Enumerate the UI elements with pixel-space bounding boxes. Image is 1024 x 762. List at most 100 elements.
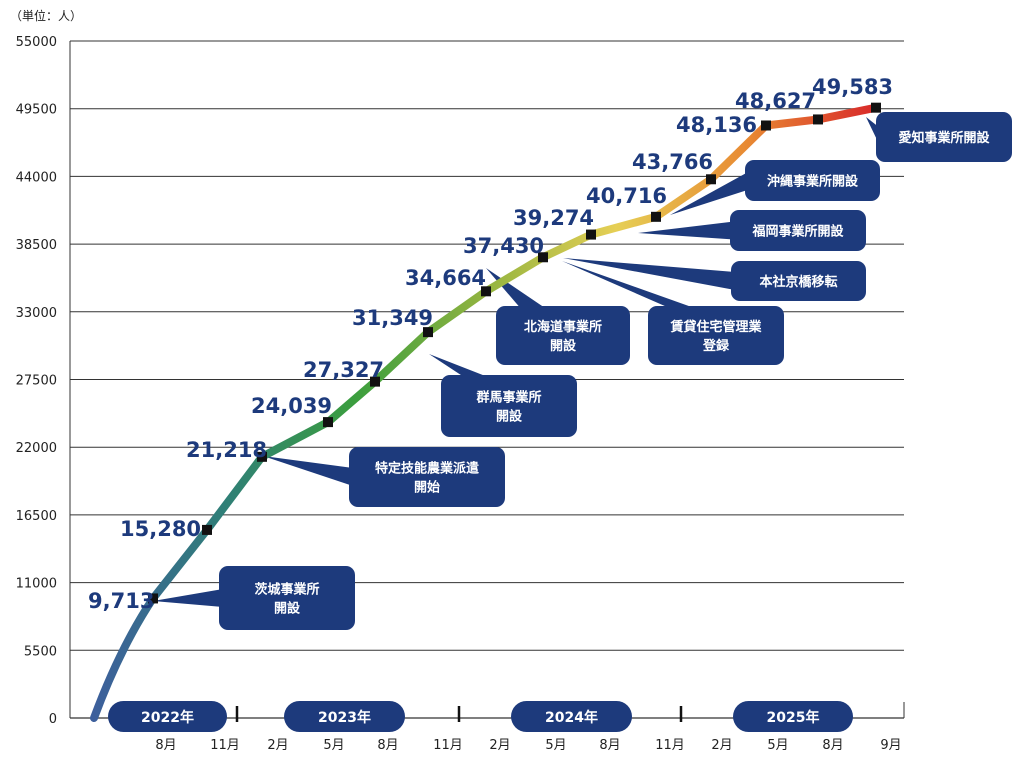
data-label: 27,327: [303, 358, 384, 382]
callout-pointer: [263, 456, 353, 486]
callout-pointer: [670, 171, 749, 215]
y-tick-label: 49500: [16, 103, 57, 118]
callout-box: [745, 160, 880, 201]
data-label: 24,039: [251, 394, 332, 418]
year-pill: [733, 701, 853, 732]
year-label: 2023年: [318, 709, 371, 726]
y-tick-label: 11000: [16, 577, 57, 592]
data-label: 40,716: [586, 184, 667, 208]
x-tick-label: 2月: [267, 738, 288, 753]
data-point-marker: [586, 229, 596, 240]
callout-pointer: [563, 258, 735, 290]
x-tick-label: 5月: [323, 738, 344, 753]
callout-text: 福岡事業所開設: [751, 224, 844, 240]
callout-text: 群馬事業所: [476, 390, 541, 406]
x-tick-label: 8月: [377, 738, 398, 753]
callout-text: 開設: [496, 409, 523, 425]
callout-text: 登録: [702, 338, 730, 354]
year-label: 2022年: [141, 709, 194, 726]
y-tick-label: 0: [49, 712, 57, 727]
y-tick-label: 22000: [16, 441, 57, 456]
x-tick-label: 5月: [545, 738, 566, 753]
data-label: 39,274: [513, 206, 594, 230]
data-point-marker: [323, 417, 333, 428]
x-tick-label: 11月: [210, 738, 240, 753]
y-tick-label: 27500: [16, 374, 57, 389]
data-point-marker: [813, 114, 823, 125]
x-tick-label: 8月: [155, 738, 176, 753]
callout-text: 本社京橋移転: [759, 274, 837, 290]
callout-text: 愛知事業所開設: [898, 130, 990, 146]
x-tick-label: 8月: [822, 738, 843, 753]
y-tick-label: 44000: [16, 170, 57, 185]
callout-pointer: [429, 354, 493, 379]
data-label: 31,349: [352, 306, 433, 330]
callout-text: 賃貸住宅管理業: [669, 319, 762, 335]
data-point-marker: [706, 174, 716, 185]
callout: 本社京橋移転: [563, 258, 866, 301]
callout-box: [876, 112, 1012, 162]
data-point-marker: [871, 102, 881, 113]
year-label: 2024年: [545, 709, 598, 726]
callout-box: [496, 306, 630, 365]
y-tick-label: 5500: [24, 644, 57, 659]
callout-text: 北海道事業所: [524, 319, 602, 335]
data-label: 49,583: [812, 75, 893, 99]
callout-text: 開設: [274, 601, 301, 617]
callout-box: [349, 447, 505, 507]
callout-text: 茨城事業所: [254, 582, 319, 598]
data-label: 37,430: [463, 234, 544, 258]
data-point-marker: [202, 524, 212, 535]
callout-box: [219, 566, 355, 630]
callout-text: 開設: [550, 338, 577, 354]
y-tick-label: 55000: [16, 35, 57, 50]
data-point-marker: [148, 593, 158, 604]
callout-text: 特定技能農業派遣: [375, 461, 479, 477]
callout: 愛知事業所開設: [866, 112, 1012, 162]
callout-pointer: [638, 221, 734, 240]
callout-pointer: [562, 261, 700, 310]
callout: 福岡事業所開設: [638, 210, 866, 251]
callout-pointer: [153, 589, 223, 607]
callout-box: [731, 261, 866, 301]
x-tick-label: 11月: [433, 738, 463, 753]
y-tick-label: 38500: [16, 238, 57, 253]
callout: 沖縄事業所開設: [670, 160, 880, 215]
y-tick-label: 16500: [16, 509, 57, 524]
y-tick-label: 33000: [16, 306, 57, 321]
data-label: 21,218: [186, 438, 267, 462]
x-tick-label: 8月: [599, 738, 620, 753]
data-label: 34,664: [405, 266, 486, 290]
data-point-marker: [481, 286, 491, 297]
data-label: 15,280: [120, 517, 201, 541]
data-point-marker: [761, 120, 771, 131]
data-point-marker: [423, 327, 433, 338]
data-point-marker: [651, 211, 661, 222]
x-tick-label: 9月: [880, 738, 901, 753]
data-point-marker: [538, 252, 548, 263]
x-tick-label: 11月: [655, 738, 685, 753]
year-pill: [108, 701, 227, 732]
year-label: 2025年: [767, 709, 820, 726]
callout-text: 沖縄事業所開設: [767, 174, 859, 190]
callout-box: [441, 375, 577, 437]
data-label: 48,136: [676, 113, 757, 137]
data-label: 43,766: [632, 150, 713, 174]
data-point-marker: [257, 451, 267, 462]
x-tick-label: 2月: [489, 738, 510, 753]
data-label: 9,713: [88, 589, 154, 613]
callout-box: [648, 306, 784, 365]
year-pill: [511, 701, 632, 732]
x-tick-label: 2月: [711, 738, 732, 753]
data-point-marker: [370, 376, 380, 387]
x-tick-label: 5月: [767, 738, 788, 753]
callout-text: 開始: [414, 480, 440, 496]
data-label: 48,627: [735, 89, 816, 113]
year-pill: [284, 701, 405, 732]
unit-label: （単位：人）: [10, 8, 82, 23]
